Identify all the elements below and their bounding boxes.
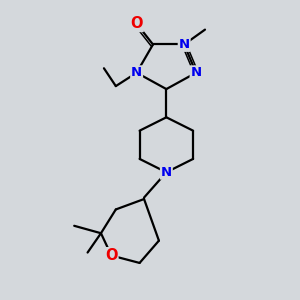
Text: N: N bbox=[178, 38, 190, 51]
Text: N: N bbox=[131, 66, 142, 79]
Text: O: O bbox=[105, 248, 118, 263]
Text: N: N bbox=[190, 66, 202, 79]
Text: N: N bbox=[161, 166, 172, 179]
Text: O: O bbox=[130, 16, 143, 31]
